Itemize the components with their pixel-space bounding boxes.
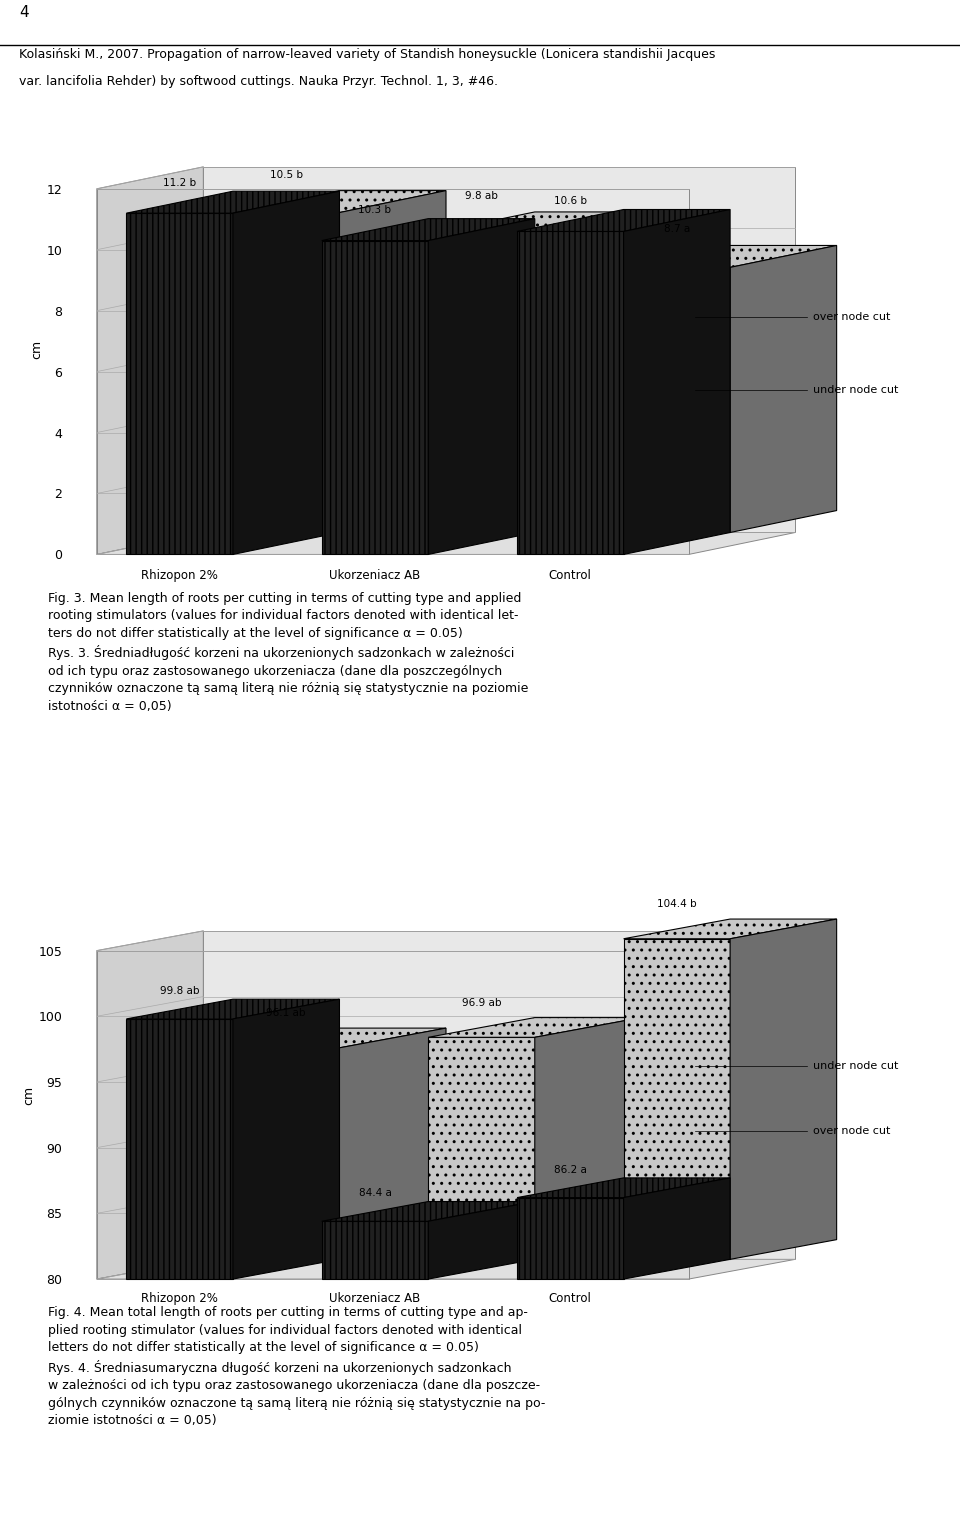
Polygon shape [340, 191, 446, 532]
Text: Rhizopon 2%: Rhizopon 2% [141, 569, 218, 583]
Polygon shape [428, 1037, 535, 1259]
Polygon shape [517, 232, 624, 555]
Polygon shape [322, 218, 535, 241]
Polygon shape [233, 212, 340, 532]
Text: 4: 4 [19, 5, 29, 20]
Text: 104.4 b: 104.4 b [657, 899, 697, 910]
Polygon shape [97, 532, 795, 555]
Text: Rhizopon 2%: Rhizopon 2% [141, 1293, 218, 1305]
Text: var. lancifolia Rehder) by softwood cuttings. Nauka Przyr. Technol. 1, 3, #46.: var. lancifolia Rehder) by softwood cutt… [19, 75, 498, 88]
Polygon shape [517, 209, 731, 232]
Polygon shape [233, 999, 340, 1279]
Polygon shape [428, 234, 535, 532]
Polygon shape [624, 267, 731, 532]
Polygon shape [97, 1259, 795, 1279]
Text: 86.2 a: 86.2 a [554, 1165, 587, 1174]
Polygon shape [233, 1048, 340, 1259]
Polygon shape [731, 246, 837, 532]
Text: 96.1 ab: 96.1 ab [267, 1008, 306, 1017]
Polygon shape [517, 1177, 731, 1197]
Polygon shape [535, 1017, 641, 1259]
Text: 96.9 ab: 96.9 ab [462, 998, 501, 1008]
Polygon shape [731, 919, 837, 1259]
Polygon shape [322, 1222, 428, 1279]
Polygon shape [204, 931, 795, 1259]
Text: under node cut: under node cut [813, 384, 899, 395]
Polygon shape [204, 168, 795, 532]
Text: 9.8 ab: 9.8 ab [465, 191, 498, 201]
Polygon shape [624, 1177, 731, 1279]
Text: 10.3 b: 10.3 b [358, 204, 392, 215]
Polygon shape [233, 191, 340, 555]
Polygon shape [624, 919, 837, 939]
Text: under node cut: under node cut [813, 1061, 899, 1071]
Text: 99.8 ab: 99.8 ab [160, 985, 200, 996]
Polygon shape [340, 1028, 446, 1259]
Polygon shape [428, 218, 535, 555]
Polygon shape [233, 191, 446, 212]
Polygon shape [322, 1202, 535, 1222]
Polygon shape [428, 212, 641, 234]
Text: Ukorzeniacz AB: Ukorzeniacz AB [329, 1293, 420, 1305]
Polygon shape [428, 1202, 535, 1279]
Text: over node cut: over node cut [813, 1127, 890, 1136]
Polygon shape [428, 1017, 641, 1037]
Polygon shape [97, 168, 204, 555]
Polygon shape [624, 209, 731, 555]
Polygon shape [322, 241, 428, 555]
Text: 10.6 b: 10.6 b [554, 195, 587, 206]
Text: 84.4 a: 84.4 a [358, 1188, 392, 1199]
Polygon shape [97, 931, 204, 1279]
Y-axis label: cm: cm [23, 1085, 36, 1105]
Polygon shape [127, 191, 340, 214]
Text: 11.2 b: 11.2 b [163, 178, 196, 188]
Polygon shape [535, 212, 641, 532]
Text: Control: Control [549, 1293, 591, 1305]
Text: Control: Control [549, 569, 591, 583]
Text: Fig. 4. Mean total length of roots per cutting in terms of cutting type and ap-
: Fig. 4. Mean total length of roots per c… [48, 1306, 545, 1428]
Text: 8.7 a: 8.7 a [663, 224, 690, 235]
Polygon shape [517, 1197, 624, 1279]
Polygon shape [127, 1019, 233, 1279]
Y-axis label: cm: cm [31, 340, 44, 360]
Polygon shape [233, 1028, 446, 1048]
Text: Ukorzeniacz AB: Ukorzeniacz AB [329, 569, 420, 583]
Polygon shape [127, 999, 340, 1019]
Polygon shape [127, 214, 233, 555]
Text: Kolasiński M., 2007. Propagation of narrow-leaved variety of Standish honeysuckl: Kolasiński M., 2007. Propagation of narr… [19, 48, 715, 61]
Polygon shape [624, 246, 837, 267]
Text: 10.5 b: 10.5 b [270, 169, 302, 180]
Polygon shape [624, 939, 731, 1259]
Text: Fig. 3. Mean length of roots per cutting in terms of cutting type and applied
ro: Fig. 3. Mean length of roots per cutting… [48, 592, 528, 713]
Text: over node cut: over node cut [813, 312, 890, 321]
